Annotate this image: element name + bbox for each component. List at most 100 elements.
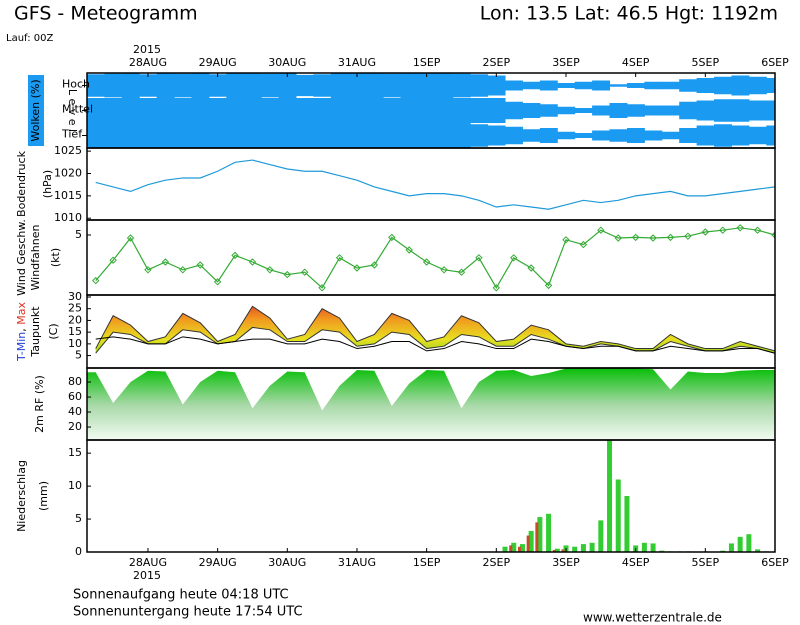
cloud-cell <box>557 83 576 88</box>
cloud-cell <box>400 123 419 148</box>
wind-line <box>95 227 775 289</box>
precip-bar <box>728 543 734 552</box>
x-tick-label-top: 4SEP <box>622 56 650 69</box>
x-tick-label-top: 30AUG <box>268 56 306 69</box>
cloud-cell <box>226 98 245 123</box>
cloud-cell <box>766 125 775 146</box>
x-tick-label-bottom: 1SEP <box>413 556 441 569</box>
precip-bar <box>528 530 534 552</box>
cloud-cell <box>121 98 140 123</box>
y-axis-label: Wind Geschw. <box>15 219 28 296</box>
y-tick-label: 60 <box>68 390 82 403</box>
cloud-cell <box>522 103 541 118</box>
cloud-cell <box>714 99 732 122</box>
y-tick-label: 1010 <box>54 211 82 224</box>
level-label: Mittel <box>62 103 93 116</box>
wind-marker <box>405 246 413 254</box>
wind-marker <box>213 278 222 286</box>
y-tick-label: 1025 <box>54 144 82 157</box>
cloud-cell <box>191 98 210 123</box>
cloud-cell <box>557 131 576 140</box>
x-tick-label-bottom: 29AUG <box>199 556 237 569</box>
cloud-cell <box>626 104 645 117</box>
level-axis-label: L e v e l <box>66 89 79 132</box>
cloud-cell <box>644 81 663 90</box>
y-axis-label: T-Min, Max <box>15 302 28 362</box>
x-tick-label-top: 31AUG <box>338 56 376 69</box>
wind-marker <box>614 234 622 242</box>
panel-frame <box>86 219 776 296</box>
cloud-cell <box>313 74 332 97</box>
precip-bar <box>561 549 565 552</box>
wind-marker <box>631 233 640 242</box>
cloud-cell <box>348 123 367 148</box>
cloud-cell <box>365 98 384 123</box>
wind-marker <box>161 258 170 266</box>
cloud-cell <box>417 73 436 98</box>
cloud-cell <box>156 98 175 123</box>
y-tick-label: 10 <box>68 479 82 492</box>
cloud-cell <box>766 100 775 121</box>
cloud-cell <box>278 123 297 148</box>
y-axis-label: Wolken (%) <box>29 79 42 141</box>
cloud-cell <box>644 130 663 141</box>
cloud-cell <box>104 98 123 123</box>
cloud-cell <box>470 124 489 147</box>
precip-bar <box>509 545 513 552</box>
cloud-cell <box>487 75 506 96</box>
cloud-cell <box>661 105 680 116</box>
cloud-cell <box>330 73 349 98</box>
cloud-cell <box>644 105 663 116</box>
cloud-cell <box>435 73 454 98</box>
precip-bar <box>517 546 521 552</box>
x-tick-label-bottom: 5SEP <box>692 556 720 569</box>
cloud-cell <box>609 84 628 87</box>
wind-marker <box>666 233 675 242</box>
cloud-cell <box>609 103 628 118</box>
cloud-cell <box>505 101 523 120</box>
wind-marker <box>231 251 239 260</box>
cloud-cell <box>313 123 332 148</box>
wind-marker <box>266 266 274 274</box>
precip-bar <box>589 542 595 552</box>
cloud-cell <box>592 130 611 141</box>
y-tick-label: 20 <box>68 420 82 433</box>
y-tick-label: 80 <box>68 375 82 388</box>
cloud-cell <box>539 104 558 117</box>
panel-frame <box>86 294 776 369</box>
x-tick-label-top: 1SEP <box>413 56 441 69</box>
cloud-cell <box>139 74 158 97</box>
wind-marker <box>109 256 117 264</box>
y-tick-label: 0 <box>75 545 82 558</box>
cloud-cell <box>661 131 680 140</box>
temp-line <box>95 326 775 354</box>
cloud-cell <box>626 128 645 143</box>
cloud-cell <box>748 126 767 145</box>
wind-marker <box>126 234 135 242</box>
cloud-cell <box>714 124 732 147</box>
wind-marker <box>701 228 710 236</box>
cloud-cell <box>487 98 506 123</box>
cloud-cell <box>714 76 732 95</box>
cloud-cell <box>417 123 436 148</box>
cloud-cell <box>174 98 193 123</box>
y-tick-label: 10 <box>68 337 82 350</box>
cloud-cell <box>208 123 227 148</box>
cloud-cell <box>261 73 280 98</box>
y-axis-label: Bodendruck <box>15 150 28 217</box>
cloud-cell <box>452 123 471 148</box>
wind-marker <box>684 232 692 240</box>
cloud-cell <box>121 73 140 98</box>
panel-frame <box>86 439 776 553</box>
cloud-cell <box>156 73 175 98</box>
cloud-cell <box>592 80 611 91</box>
cloud-cell <box>452 73 471 98</box>
level-label: Tief <box>61 128 83 141</box>
y-axis-unit: (hPa) <box>41 170 54 198</box>
cloud-cell <box>696 125 715 146</box>
x-tick-label-bottom: 28AUG <box>129 556 167 569</box>
cloud-cell <box>435 123 454 148</box>
cloud-cell <box>296 74 314 97</box>
cloud-cell <box>104 73 123 98</box>
